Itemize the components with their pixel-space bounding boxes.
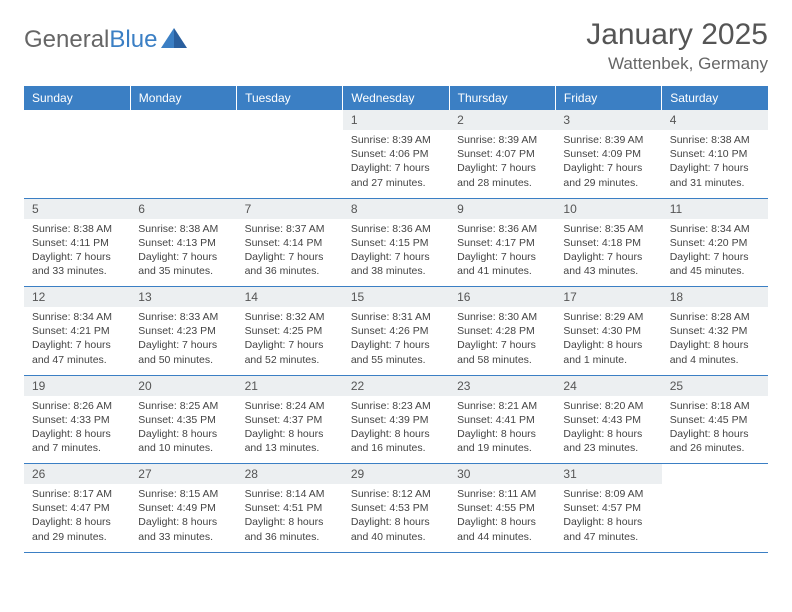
day-number-cell: 20 <box>130 375 236 396</box>
day-number-cell: 7 <box>237 198 343 219</box>
day-number-cell: 24 <box>555 375 661 396</box>
day-number-cell: 26 <box>24 464 130 485</box>
day-content-cell: Sunrise: 8:39 AMSunset: 4:09 PMDaylight:… <box>555 130 661 198</box>
day-content-cell <box>24 130 130 198</box>
logo: GeneralBlue <box>24 26 187 54</box>
day-header: Sunday <box>24 86 130 110</box>
day-content-cell: Sunrise: 8:37 AMSunset: 4:14 PMDaylight:… <box>237 219 343 287</box>
day-content-cell: Sunrise: 8:18 AMSunset: 4:45 PMDaylight:… <box>662 396 768 464</box>
day-content-cell: Sunrise: 8:34 AMSunset: 4:21 PMDaylight:… <box>24 307 130 375</box>
daynum-row: 12131415161718 <box>24 287 768 308</box>
day-content-cell: Sunrise: 8:36 AMSunset: 4:17 PMDaylight:… <box>449 219 555 287</box>
day-number-cell: 1 <box>343 110 449 130</box>
day-number-cell: 18 <box>662 287 768 308</box>
day-content-cell: Sunrise: 8:34 AMSunset: 4:20 PMDaylight:… <box>662 219 768 287</box>
logo-part1: General <box>24 26 109 53</box>
day-header: Tuesday <box>237 86 343 110</box>
day-header-row: SundayMondayTuesdayWednesdayThursdayFrid… <box>24 86 768 110</box>
day-content-cell: Sunrise: 8:38 AMSunset: 4:13 PMDaylight:… <box>130 219 236 287</box>
day-content-cell: Sunrise: 8:38 AMSunset: 4:11 PMDaylight:… <box>24 219 130 287</box>
day-number-cell: 28 <box>237 464 343 485</box>
day-header: Saturday <box>662 86 768 110</box>
day-number-cell <box>662 464 768 485</box>
day-header: Monday <box>130 86 236 110</box>
day-number-cell: 23 <box>449 375 555 396</box>
day-content-cell: Sunrise: 8:15 AMSunset: 4:49 PMDaylight:… <box>130 484 236 552</box>
month-title: January 2025 <box>586 18 768 52</box>
day-content-cell: Sunrise: 8:33 AMSunset: 4:23 PMDaylight:… <box>130 307 236 375</box>
header: GeneralBlue January 2025 Wattenbek, Germ… <box>24 18 768 74</box>
day-content-cell: Sunrise: 8:36 AMSunset: 4:15 PMDaylight:… <box>343 219 449 287</box>
day-content-cell: Sunrise: 8:12 AMSunset: 4:53 PMDaylight:… <box>343 484 449 552</box>
day-number-cell: 11 <box>662 198 768 219</box>
day-header: Thursday <box>449 86 555 110</box>
day-content-cell: Sunrise: 8:29 AMSunset: 4:30 PMDaylight:… <box>555 307 661 375</box>
day-number-cell: 14 <box>237 287 343 308</box>
day-number-cell: 8 <box>343 198 449 219</box>
day-number-cell <box>237 110 343 130</box>
day-number-cell: 12 <box>24 287 130 308</box>
day-number-cell <box>24 110 130 130</box>
day-number-cell: 19 <box>24 375 130 396</box>
day-content-cell <box>237 130 343 198</box>
calendar-body: 1234 Sunrise: 8:39 AMSunset: 4:06 PMDayl… <box>24 110 768 552</box>
day-number-cell: 3 <box>555 110 661 130</box>
day-content-cell: Sunrise: 8:38 AMSunset: 4:10 PMDaylight:… <box>662 130 768 198</box>
day-content-cell: Sunrise: 8:39 AMSunset: 4:07 PMDaylight:… <box>449 130 555 198</box>
day-number-cell: 2 <box>449 110 555 130</box>
content-row: Sunrise: 8:34 AMSunset: 4:21 PMDaylight:… <box>24 307 768 375</box>
day-number-cell <box>130 110 236 130</box>
day-content-cell: Sunrise: 8:24 AMSunset: 4:37 PMDaylight:… <box>237 396 343 464</box>
content-row: Sunrise: 8:38 AMSunset: 4:11 PMDaylight:… <box>24 219 768 287</box>
day-content-cell: Sunrise: 8:30 AMSunset: 4:28 PMDaylight:… <box>449 307 555 375</box>
day-content-cell <box>662 484 768 552</box>
day-number-cell: 6 <box>130 198 236 219</box>
day-number-cell: 31 <box>555 464 661 485</box>
content-row: Sunrise: 8:26 AMSunset: 4:33 PMDaylight:… <box>24 396 768 464</box>
day-header: Wednesday <box>343 86 449 110</box>
day-content-cell: Sunrise: 8:21 AMSunset: 4:41 PMDaylight:… <box>449 396 555 464</box>
day-content-cell: Sunrise: 8:31 AMSunset: 4:26 PMDaylight:… <box>343 307 449 375</box>
content-row: Sunrise: 8:39 AMSunset: 4:06 PMDaylight:… <box>24 130 768 198</box>
day-content-cell: Sunrise: 8:26 AMSunset: 4:33 PMDaylight:… <box>24 396 130 464</box>
day-content-cell: Sunrise: 8:09 AMSunset: 4:57 PMDaylight:… <box>555 484 661 552</box>
logo-triangle-icon <box>161 26 187 48</box>
day-content-cell: Sunrise: 8:28 AMSunset: 4:32 PMDaylight:… <box>662 307 768 375</box>
day-number-cell: 9 <box>449 198 555 219</box>
content-row: Sunrise: 8:17 AMSunset: 4:47 PMDaylight:… <box>24 484 768 552</box>
day-header: Friday <box>555 86 661 110</box>
day-content-cell: Sunrise: 8:20 AMSunset: 4:43 PMDaylight:… <box>555 396 661 464</box>
day-content-cell: Sunrise: 8:14 AMSunset: 4:51 PMDaylight:… <box>237 484 343 552</box>
daynum-row: 1234 <box>24 110 768 130</box>
day-number-cell: 22 <box>343 375 449 396</box>
location: Wattenbek, Germany <box>586 54 768 74</box>
day-number-cell: 17 <box>555 287 661 308</box>
day-number-cell: 30 <box>449 464 555 485</box>
day-content-cell <box>130 130 236 198</box>
day-number-cell: 16 <box>449 287 555 308</box>
title-block: January 2025 Wattenbek, Germany <box>586 18 768 74</box>
day-number-cell: 4 <box>662 110 768 130</box>
day-content-cell: Sunrise: 8:23 AMSunset: 4:39 PMDaylight:… <box>343 396 449 464</box>
day-number-cell: 5 <box>24 198 130 219</box>
day-number-cell: 10 <box>555 198 661 219</box>
logo-text: GeneralBlue <box>24 26 157 54</box>
day-content-cell: Sunrise: 8:35 AMSunset: 4:18 PMDaylight:… <box>555 219 661 287</box>
day-content-cell: Sunrise: 8:17 AMSunset: 4:47 PMDaylight:… <box>24 484 130 552</box>
calendar-table: SundayMondayTuesdayWednesdayThursdayFrid… <box>24 86 768 553</box>
day-content-cell: Sunrise: 8:25 AMSunset: 4:35 PMDaylight:… <box>130 396 236 464</box>
day-number-cell: 21 <box>237 375 343 396</box>
day-number-cell: 27 <box>130 464 236 485</box>
daynum-row: 19202122232425 <box>24 375 768 396</box>
logo-part2: Blue <box>109 26 157 53</box>
day-content-cell: Sunrise: 8:39 AMSunset: 4:06 PMDaylight:… <box>343 130 449 198</box>
day-number-cell: 15 <box>343 287 449 308</box>
day-number-cell: 25 <box>662 375 768 396</box>
day-content-cell: Sunrise: 8:32 AMSunset: 4:25 PMDaylight:… <box>237 307 343 375</box>
day-number-cell: 13 <box>130 287 236 308</box>
day-content-cell: Sunrise: 8:11 AMSunset: 4:55 PMDaylight:… <box>449 484 555 552</box>
daynum-row: 262728293031 <box>24 464 768 485</box>
day-number-cell: 29 <box>343 464 449 485</box>
daynum-row: 567891011 <box>24 198 768 219</box>
